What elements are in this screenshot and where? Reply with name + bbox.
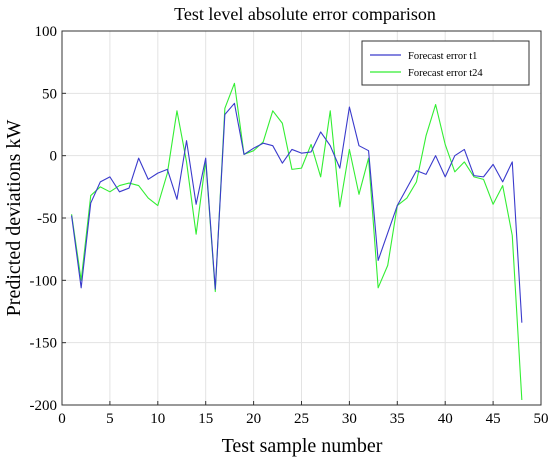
x-tick-label: 5 <box>106 411 114 427</box>
series-line-t24 <box>71 82 523 401</box>
legend-box <box>361 40 530 86</box>
y-tick-label: 100 <box>35 24 58 40</box>
x-tick-label: 15 <box>198 411 213 427</box>
x-tick-label: 0 <box>58 411 66 427</box>
y-tick-label: -50 <box>37 211 57 227</box>
x-tick-label: 25 <box>294 411 309 427</box>
x-tick-label: 35 <box>390 411 405 427</box>
y-tick-label: 0 <box>50 149 58 165</box>
legend: Forecast error t1 Forecast error t24 <box>361 40 530 86</box>
x-tick-label: 30 <box>342 411 357 427</box>
x-tick-label: 40 <box>438 411 453 427</box>
grid-lines <box>62 31 541 405</box>
chart-title: Test level absolute error comparison <box>174 4 436 24</box>
x-tick-label: 20 <box>246 411 261 427</box>
legend-label-t1: Forecast error t1 <box>408 51 477 62</box>
y-tick-label: -200 <box>30 398 58 414</box>
x-axis-label: Test sample number <box>222 435 383 457</box>
legend-label-t24: Forecast error t24 <box>408 68 483 79</box>
x-tick-label: 10 <box>150 411 165 427</box>
series-line-t1 <box>71 102 523 323</box>
y-axis-label: Predicted deviations kW <box>3 120 25 317</box>
y-tick-label: -150 <box>30 336 58 352</box>
axis-ticks: 0 5 10 15 20 25 30 35 40 45 50 100 50 0 -50 -100 -150 -20… <box>30 24 549 427</box>
x-tick-label: 50 <box>534 411 549 427</box>
y-tick-label: 50 <box>42 86 57 102</box>
y-tick-label: -100 <box>30 273 58 289</box>
series-lines <box>71 82 523 401</box>
x-tick-label: 45 <box>486 411 501 427</box>
